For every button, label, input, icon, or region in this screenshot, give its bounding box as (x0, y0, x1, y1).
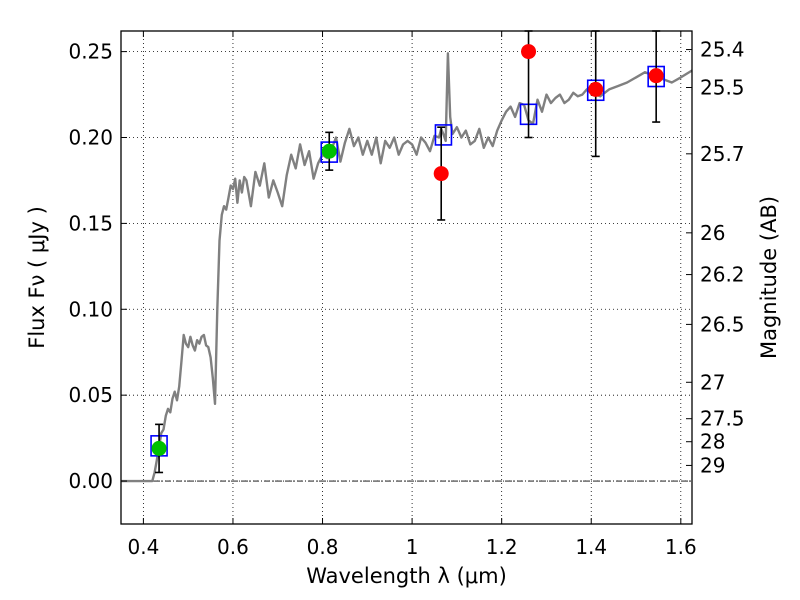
mag-tick-label: 28 (700, 430, 725, 454)
observed-point (433, 166, 449, 182)
mag-tick-label: 26.2 (700, 263, 745, 287)
observed-point (321, 143, 337, 159)
x-tick-label: 0.8 (307, 535, 339, 559)
x-tick-label: 0.6 (217, 535, 249, 559)
mag-tick-label: 29 (700, 453, 725, 477)
x-tick-label: 1.6 (665, 535, 697, 559)
model-band-square (434, 124, 453, 146)
tick-layer: 0.4 0.6 0.8 1 1.2 1.4 1.6 0.00 0.05 0.10 0.15 0.20 0… (68, 31, 745, 559)
marker-layer (150, 30, 665, 474)
mag-tick-label: 25.7 (700, 142, 745, 166)
y-tick-label: 0.25 (68, 40, 113, 64)
y-tick-label: 0.05 (68, 383, 113, 407)
y-tick-label: 0.00 (68, 469, 113, 493)
y-tick-label: 0.20 (68, 126, 113, 150)
x-tick-label: 1 (406, 535, 419, 559)
y2-axis-label: Magnitude (AB) (757, 196, 781, 359)
observed-point (151, 440, 167, 456)
mag-tick-label: 26.5 (700, 312, 745, 336)
mag-tick-label: 27.5 (700, 407, 745, 431)
spectrum-line (121, 52, 693, 483)
y-tick-label: 0.10 (68, 297, 113, 321)
mag-tick-label: 27 (700, 370, 725, 394)
x-tick-label: 1.2 (486, 535, 518, 559)
mag-tick-label: 25.5 (700, 76, 745, 100)
observed-point (648, 68, 664, 84)
y-tick-label: 0.15 (68, 211, 113, 235)
x-axis-label: Wavelength λ (μm) (306, 564, 507, 588)
y-axis-label: Flux Fν ( μJy ) (25, 206, 49, 349)
x-tick-label: 1.4 (575, 535, 607, 559)
observed-point (588, 81, 604, 97)
plot-frame (120, 30, 693, 525)
x-tick-label: 0.4 (127, 535, 159, 559)
mag-tick-label: 26 (700, 221, 725, 245)
series-layer (121, 52, 693, 483)
mag-tick-label: 25.4 (700, 38, 745, 62)
observed-point (521, 44, 537, 60)
